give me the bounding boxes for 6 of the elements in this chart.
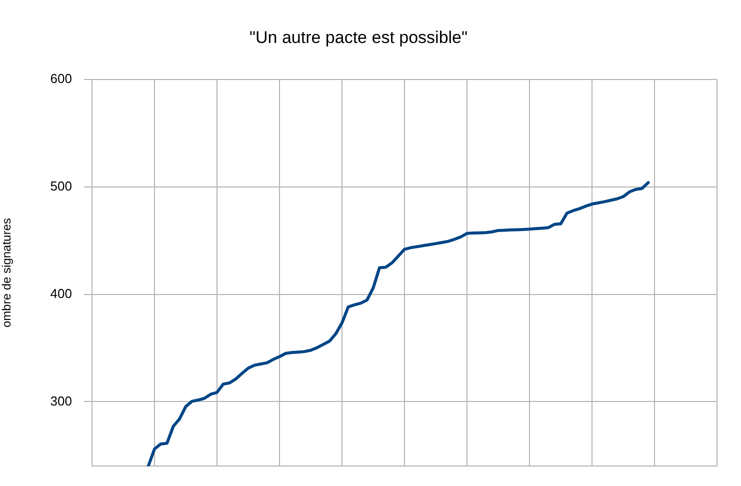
chart-title: "Un autre pacte est possible" (249, 28, 468, 47)
y-tick-label: 500 (50, 178, 72, 194)
y-tick-label: 300 (50, 393, 72, 408)
y-tick-label: 600 (50, 70, 72, 86)
y-axis-title: ombre de signatures (0, 218, 14, 328)
y-tick-label: 400 (50, 286, 72, 301)
